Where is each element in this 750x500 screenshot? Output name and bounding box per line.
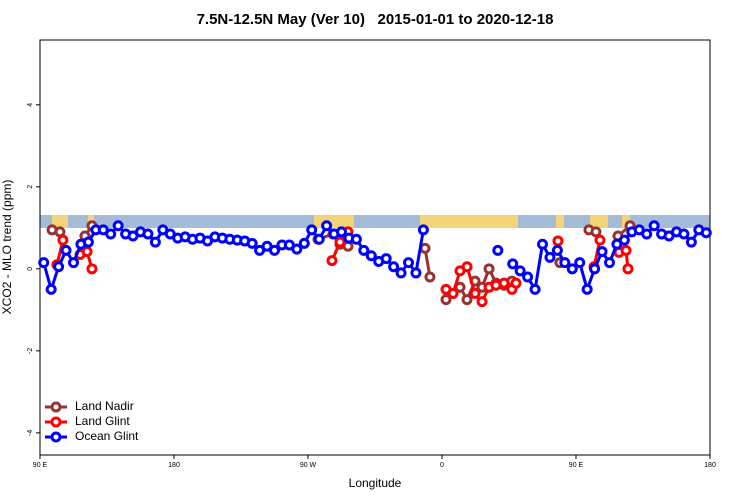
point <box>298 237 310 249</box>
map-strip <box>40 215 710 228</box>
point <box>424 271 436 283</box>
point <box>514 265 526 277</box>
legend-marker <box>50 431 62 443</box>
x-tick-label: 90 E <box>33 462 48 469</box>
y-tick-label: 2 <box>27 185 34 189</box>
x-tick-label: 180 <box>168 462 180 469</box>
x-tick-label: 180 <box>704 462 716 469</box>
y-tick-label: 0 <box>27 267 34 271</box>
point <box>476 296 488 308</box>
y-axis-label: XCO2 - MLO trend (ppm) <box>0 180 14 315</box>
point <box>596 246 608 258</box>
point <box>604 257 615 269</box>
y-tick-label: -2 <box>27 348 34 354</box>
point <box>38 257 50 269</box>
point <box>522 271 534 283</box>
point <box>350 233 362 245</box>
point <box>291 243 303 255</box>
point <box>53 261 65 273</box>
point <box>269 244 280 256</box>
point <box>483 263 495 275</box>
point <box>589 263 601 275</box>
point <box>81 246 93 258</box>
point <box>492 244 504 256</box>
x-tick-label: 90 W <box>300 462 317 469</box>
y-tick-label: -4 <box>27 430 34 436</box>
point <box>246 237 258 249</box>
point <box>678 228 690 240</box>
point <box>395 267 407 279</box>
point <box>461 294 473 306</box>
point <box>68 257 79 269</box>
point <box>537 238 548 250</box>
point <box>403 257 414 269</box>
point <box>365 250 377 262</box>
point <box>142 228 154 240</box>
point <box>105 228 117 240</box>
point <box>112 220 124 232</box>
legend-marker <box>50 416 62 428</box>
point <box>461 261 473 273</box>
legend-label: Land Nadir <box>75 399 134 413</box>
point <box>685 236 697 248</box>
x-axis-label: Longitude <box>349 476 402 490</box>
point <box>326 255 338 267</box>
point <box>618 234 630 246</box>
point <box>334 236 346 248</box>
y-tick-label: 4 <box>27 103 34 107</box>
point <box>358 244 370 256</box>
point <box>641 228 653 240</box>
point <box>321 220 333 232</box>
point <box>622 263 634 275</box>
point <box>417 224 429 236</box>
point <box>60 244 72 256</box>
point <box>380 253 392 265</box>
legend-label: Ocean Glint <box>75 429 139 443</box>
point <box>388 261 400 273</box>
point <box>590 226 602 238</box>
point <box>581 283 593 295</box>
point <box>620 244 632 256</box>
point <box>529 283 541 295</box>
legend-label: Land Glint <box>75 414 130 428</box>
point <box>45 283 57 295</box>
point <box>552 235 564 247</box>
legend-marker <box>50 401 62 413</box>
point <box>544 251 556 263</box>
point <box>410 267 422 279</box>
point <box>57 234 69 246</box>
point <box>648 220 660 232</box>
point <box>82 236 94 248</box>
x-tick-label: 0 <box>440 462 444 469</box>
point <box>440 294 452 306</box>
point <box>336 226 347 238</box>
point <box>313 233 325 245</box>
plot-frame <box>39 39 711 456</box>
point <box>447 287 459 299</box>
point <box>510 277 522 289</box>
point <box>149 236 161 248</box>
point <box>306 224 318 236</box>
chart-title: 7.5N-12.5N May (Ver 10) 2015-01-01 to 20… <box>197 11 554 28</box>
point <box>86 263 98 275</box>
point <box>498 277 510 289</box>
point <box>507 258 519 270</box>
point <box>469 287 481 299</box>
point <box>700 227 712 239</box>
point <box>419 242 431 254</box>
x-tick-label: 90 E <box>569 462 584 469</box>
point <box>566 263 578 275</box>
point <box>594 234 606 246</box>
point <box>559 257 571 269</box>
point <box>551 244 563 256</box>
point <box>574 257 586 269</box>
